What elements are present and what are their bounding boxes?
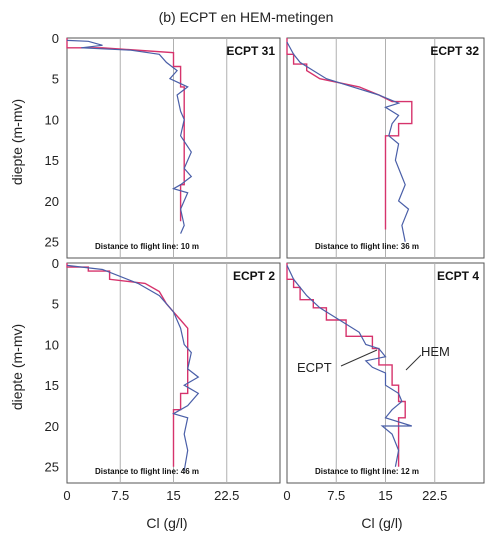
y-axis-label-bottom: diepte (m-mv) bbox=[9, 324, 25, 410]
y-tick-label: 10 bbox=[45, 112, 59, 127]
y-tick-label: 0 bbox=[52, 31, 59, 46]
y-tick-label: 15 bbox=[45, 153, 59, 168]
panel-name: ECPT 31 bbox=[226, 44, 275, 58]
x-tick-label: 15 bbox=[166, 488, 180, 503]
y-tick-label: 5 bbox=[52, 72, 59, 87]
y-tick-label: 5 bbox=[52, 297, 59, 312]
x-tick-label: 22.5 bbox=[422, 488, 447, 503]
annotation-arrow-ecpt bbox=[340, 349, 378, 367]
panel-name: ECPT 4 bbox=[437, 269, 479, 283]
annotation-arrow-hem bbox=[405, 354, 422, 371]
distance-label: Distance to flight line: 36 m bbox=[315, 242, 419, 251]
y-tick-label: 20 bbox=[45, 419, 59, 434]
panel-2: ECPT 32 Distance to flight line: 36 m bbox=[286, 37, 485, 259]
distance-label: Distance to flight line: 10 m bbox=[95, 242, 199, 251]
ecpt-line bbox=[286, 265, 412, 467]
annotation-layer: ECPT HEM bbox=[297, 344, 450, 375]
x-tick-label: 7.5 bbox=[111, 488, 129, 503]
distance-label: Distance to flight line: 46 m bbox=[95, 467, 199, 476]
ecpt-line bbox=[66, 264, 200, 471]
panel-1: ECPT 31 Distance to flight line: 10 m 0 5 10… bbox=[45, 31, 281, 259]
panels-group: ECPT 31 Distance to flight line: 10 m 0 5 10… bbox=[45, 31, 485, 503]
x-tick-label: 7.5 bbox=[327, 488, 345, 503]
x-tick-label: 15 bbox=[378, 488, 392, 503]
hem-line bbox=[286, 38, 413, 230]
panel-3: ECPT 2 Distance to flight line: 46 m 0 5 10 1… bbox=[45, 256, 281, 503]
x-axis-label-left: Cl (g/l) bbox=[146, 515, 187, 531]
y-tick-label: 25 bbox=[45, 235, 59, 250]
y-axis-label-top: diepte (m-mv) bbox=[9, 99, 25, 185]
distance-label: Distance to flight line: 12 m bbox=[315, 467, 419, 476]
y-tick-label: 20 bbox=[45, 194, 59, 209]
panel-name: ECPT 32 bbox=[430, 44, 479, 58]
x-tick-label: 0 bbox=[63, 488, 70, 503]
y-tick-label: 0 bbox=[52, 256, 59, 271]
ecpt-line bbox=[286, 41, 410, 242]
chart-title: (b) ECPT en HEM-metingen bbox=[159, 9, 334, 25]
ecpt-line bbox=[66, 39, 193, 234]
x-tick-label: 22.5 bbox=[214, 488, 239, 503]
y-tick-label: 15 bbox=[45, 378, 59, 393]
annotation-ecpt: ECPT bbox=[297, 360, 332, 375]
hem-line bbox=[286, 263, 406, 467]
x-axis-label-right: Cl (g/l) bbox=[361, 515, 402, 531]
y-tick-label: 10 bbox=[45, 337, 59, 352]
y-tick-label: 25 bbox=[45, 460, 59, 475]
panel-name: ECPT 2 bbox=[233, 269, 275, 283]
annotation-hem: HEM bbox=[421, 344, 450, 359]
panel-4: ECPT 4 Distance to flight line: 12 m 0 7.5 1… bbox=[283, 262, 485, 503]
x-tick-label: 0 bbox=[283, 488, 290, 503]
